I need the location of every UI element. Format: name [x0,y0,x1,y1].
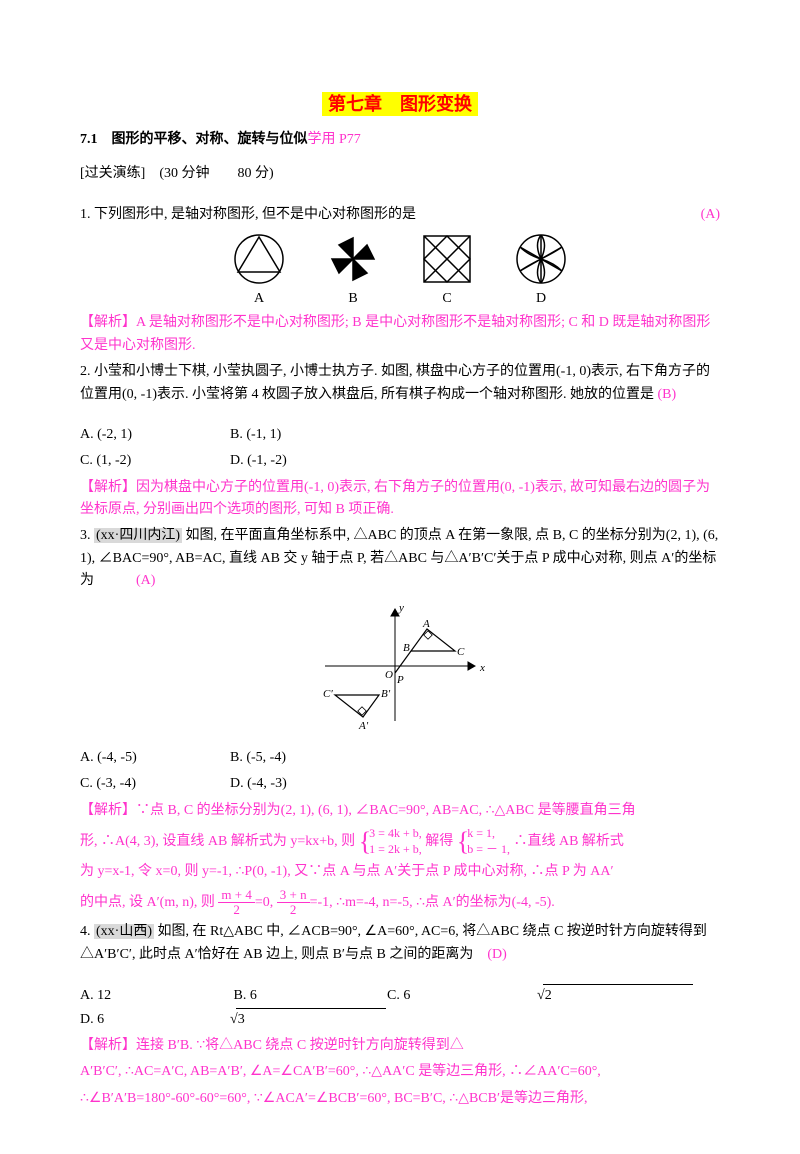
figure-c-icon [420,232,474,286]
q3-analysis-line2: 形, ∴A(4, 3), 设直线 AB 解析式为 y=kx+b, 则 { 3 =… [80,826,720,857]
q3-answer: (A) [136,573,155,588]
question-3: 3. (xx·四川内江) 如图, 在平面直角坐标系中, △ABC 的顶点 A 在… [80,525,720,592]
svg-text:x: x [479,662,485,674]
svg-text:y: y [398,602,404,614]
svg-text:C: C [457,646,465,658]
section-heading: 7.1 图形的平移、对称、旋转与位似学用 P77 [80,129,720,151]
svg-text:B: B [403,642,410,654]
figure-a-icon [232,232,286,286]
question-4: 4. (xx·山西) 如图, 在 Rt△ABC 中, ∠ACB=90°, ∠A=… [80,921,720,966]
q4-analysis-line2: A′B′C′, ∴AC=A′C, AB=A′B′, ∠A=∠CA′B′=60°,… [80,1061,720,1083]
q3-analysis-line1: 【解析】∵点 B, C 的坐标分别为(2, 1), (6, 1), ∠BAC=9… [80,800,720,822]
q2-analysis: 【解析】因为棋盘中心方子的位置用(-1, 0)表示, 右下角方子的位置用(0, … [80,477,720,522]
question-2: 2. 小莹和小博士下棋, 小莹执圆子, 小博士执方子. 如图, 棋盘中心方子的位… [80,361,720,406]
chapter-heading: 第七章 图形变换 [80,90,720,119]
question-1: 1. 下列图形中, 是轴对称图形, 但不是中心对称图形的是 (A) [80,204,720,226]
svg-text:B′: B′ [381,688,391,700]
svg-text:A: A [422,618,430,630]
chapter-title-text: 第七章 图形变换 [322,92,478,116]
svg-text:P: P [396,674,404,686]
figure-d-icon [514,232,568,286]
q4-analysis-line3: ∴∠B′A′B=180°-60°-60°=60°, ∵∠ACA′=∠BCB′=6… [80,1088,720,1110]
q3-options-2: C. (-3, -4)D. (-4, -3) [80,773,720,795]
svg-text:C′: C′ [323,688,333,700]
q2-options-1: A. (-2, 1)B. (-1, 1) [80,424,720,446]
q1-analysis: 【解析】A 是轴对称图形不是中心对称图形; B 是中心对称图形不是轴对称图形; … [80,312,720,357]
q3-analysis-line3: 为 y=x-1, 令 x=0, 则 y=-1, ∴P(0, -1), 又∵点 A… [80,861,720,883]
svg-text:O: O [385,669,393,681]
q4-answer: (D) [487,947,506,962]
q4-options: A. 12 B. 6 C. 6√2 D. 6√3 [80,984,720,1031]
source-tag: (xx·四川内江) [94,528,182,543]
q2-options-2: C. (1, -2)D. (-1, -2) [80,450,720,472]
q2-answer: (B) [657,387,676,402]
q1-answer: (A) [690,204,720,226]
figure-b-icon [326,232,380,286]
q1-figures: A B C [80,232,720,310]
q3-figure: x y O A B C P A′ B′ C′ [80,601,720,739]
q3-options-1: A. (-4, -5)B. (-5, -4) [80,747,720,769]
svg-text:A′: A′ [358,720,369,731]
q3-analysis-line4: 的中点, 设 A′(m, n), 则 m + 42=0, 3 + n2=-1, … [80,888,720,918]
practice-meta: [过关演练] (30 分钟 80 分) [80,163,720,185]
q4-analysis-line1: 【解析】连接 B′B. ∵将△ABC 绕点 C 按逆时针方向旋转得到△ [80,1035,720,1057]
source-tag: (xx·山西) [94,924,154,939]
